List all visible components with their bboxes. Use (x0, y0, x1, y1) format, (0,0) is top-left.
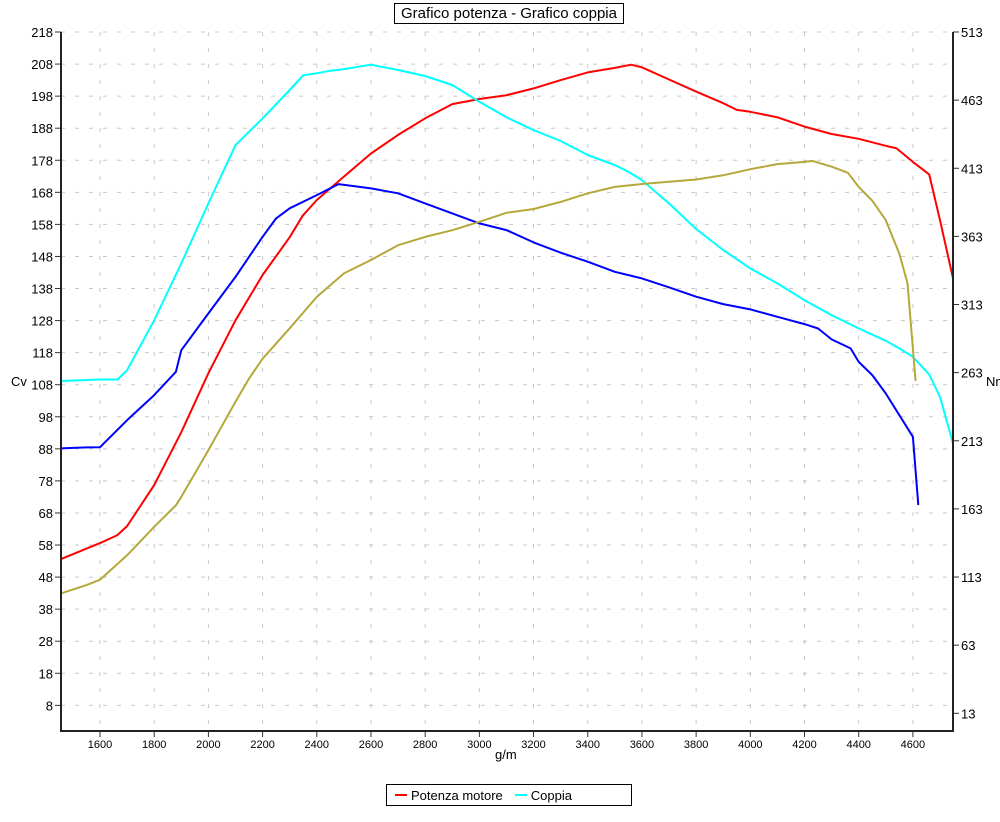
y-left-tick-label: 68 (39, 506, 53, 521)
legend-label: Potenza motore (411, 787, 503, 803)
y-axis-right-label: Nm (986, 374, 1000, 389)
x-tick-label: 3800 (684, 739, 708, 751)
y-right-tick-label: 163 (961, 502, 983, 517)
series-group (60, 63, 954, 595)
x-tick-label: 4000 (738, 739, 762, 751)
y-right-tick-label: 263 (961, 366, 983, 381)
x-tick-label: 2400 (305, 739, 329, 751)
x-tick-label: 4400 (846, 739, 870, 751)
x-tick-label: 2200 (250, 739, 274, 751)
y-left-tick-label: 88 (39, 442, 53, 457)
y-left-tick-label: 28 (39, 634, 53, 649)
y-left-tick-label: 178 (31, 153, 53, 168)
x-tick-label: 4600 (901, 739, 925, 751)
y-left-tick-label: 78 (39, 474, 53, 489)
x-tick-label: 3600 (630, 739, 654, 751)
y-right-tick-label: 213 (961, 434, 983, 449)
legend-item-potenza: Potenza motore (395, 788, 503, 803)
x-tick-label: 1600 (88, 739, 112, 751)
x-tick-label: 3000 (467, 739, 491, 751)
y-right-tick-label: 363 (961, 229, 983, 244)
y-right-tick-label: 513 (961, 25, 983, 40)
y-left-tick-label: 108 (31, 378, 53, 393)
chart-title: Grafico potenza - Grafico coppia (394, 3, 624, 24)
y-left-tick-label: 128 (31, 314, 53, 329)
legend-swatch (514, 794, 527, 796)
y-left-tick-label: 148 (31, 249, 53, 264)
x-tick-label: 3400 (576, 739, 600, 751)
y-right-tick-label: 63 (961, 638, 975, 653)
legend-swatch (395, 794, 407, 796)
x-tick-label: 3200 (521, 739, 545, 751)
y-right-tick-label: 413 (961, 161, 983, 176)
y-left-tick-label: 48 (39, 570, 53, 585)
y-right-tick-label: 463 (961, 93, 983, 108)
legend-label: Coppia (530, 787, 572, 803)
y-left-tick-label: 18 (39, 666, 53, 681)
y-left-tick-label: 198 (31, 89, 53, 104)
y-left-tick-label: 58 (39, 538, 53, 553)
y-axis-left-label: Cv (11, 374, 27, 389)
x-tick-label: 2800 (413, 739, 437, 751)
y-left-tick-label: 98 (39, 410, 53, 425)
y-left-tick-label: 218 (31, 25, 53, 40)
series-line-0 (60, 63, 954, 561)
y-left-tick-label: 208 (31, 57, 53, 72)
series-line-2 (60, 183, 920, 506)
x-axis-label: g/m (495, 747, 517, 762)
y-left-tick-label: 158 (31, 217, 53, 232)
y-left-tick-label: 8 (46, 698, 53, 713)
y-left-tick-label: 118 (32, 346, 53, 361)
series-line-3 (60, 159, 917, 595)
series-line-1 (60, 63, 954, 444)
x-tick-label: 2600 (359, 739, 383, 751)
y-right-tick-label: 13 (961, 706, 975, 721)
y-left-tick-label: 188 (31, 121, 53, 136)
legend: Potenza motore Coppia (386, 784, 632, 806)
axes: 8 18 28 38 48 58 68 78 88 98 108 118 128 138 148 158 168… (31, 25, 982, 751)
legend-item-coppia: Coppia (514, 787, 572, 803)
x-tick-label: 4200 (792, 739, 816, 751)
x-tick-label: 2000 (196, 739, 220, 751)
y-left-tick-label: 138 (31, 282, 53, 297)
y-right-tick-label: 313 (961, 298, 983, 313)
y-left-tick-label: 38 (39, 602, 53, 617)
y-right-tick-label: 113 (961, 570, 982, 585)
y-left-tick-label: 168 (31, 185, 53, 200)
grid (61, 31, 953, 731)
x-tick-label: 1800 (142, 739, 166, 751)
